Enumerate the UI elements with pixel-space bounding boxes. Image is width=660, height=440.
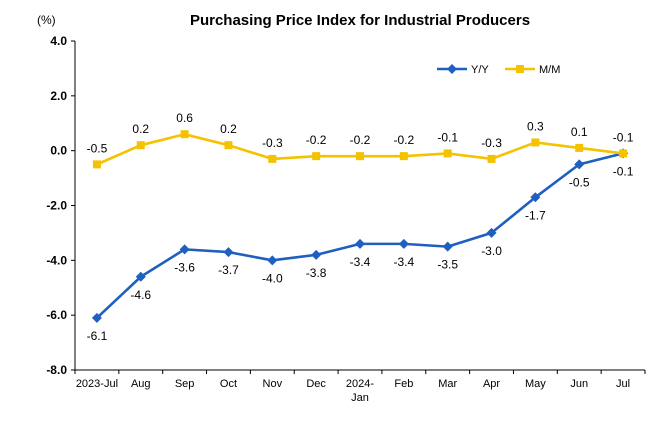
data-point bbox=[223, 247, 234, 258]
data-label: -0.3 bbox=[481, 136, 502, 150]
series-yy: -6.1 -4.6 -3.6 -3.7 -4.0 -3.8 -3.4 -3.4 -3.5 -3.0… bbox=[87, 148, 634, 343]
data-point bbox=[180, 130, 189, 139]
data-point bbox=[136, 141, 145, 150]
data-point bbox=[91, 312, 102, 323]
x-tick-label: 2024-Jan bbox=[346, 378, 374, 404]
data-point bbox=[267, 255, 278, 266]
legend-item: M/M bbox=[505, 64, 560, 76]
data-label: -3.4 bbox=[394, 255, 415, 269]
data-point bbox=[530, 192, 541, 203]
data-label: 0.1 bbox=[571, 125, 588, 139]
data-label: 0.6 bbox=[176, 111, 193, 125]
data-point bbox=[442, 241, 453, 252]
legend-label: M/M bbox=[539, 64, 560, 76]
y-tick-label: 2.0 bbox=[50, 89, 67, 103]
data-point bbox=[575, 143, 584, 152]
data-point bbox=[224, 141, 233, 150]
data-point bbox=[531, 138, 540, 147]
x-tick-label: Aug bbox=[131, 378, 151, 390]
legend-item: Y/Y bbox=[437, 64, 489, 76]
x-tick-label: Dec bbox=[306, 378, 326, 390]
legend-marker bbox=[516, 65, 524, 73]
data-point bbox=[619, 149, 628, 158]
data-label: 0.2 bbox=[220, 122, 237, 136]
series-line bbox=[96, 152, 624, 319]
data-label: -0.5 bbox=[569, 175, 590, 189]
x-tick-label: Sep bbox=[175, 378, 195, 390]
data-label: -3.5 bbox=[437, 258, 458, 272]
data-label: -3.4 bbox=[350, 255, 371, 269]
y-tick-label: 4.0 bbox=[50, 34, 67, 48]
x-tick-label: Mar bbox=[438, 378, 457, 390]
y-tick-label: -8.0 bbox=[46, 363, 67, 377]
data-label: -3.7 bbox=[218, 263, 239, 277]
data-point bbox=[486, 227, 497, 238]
data-label: -3.6 bbox=[174, 260, 195, 274]
data-label: 0.3 bbox=[527, 119, 544, 133]
data-label: 0.2 bbox=[132, 122, 149, 136]
x-tick-label: Jul bbox=[616, 378, 630, 390]
data-label: -0.3 bbox=[262, 136, 283, 150]
y-tick-label: -6.0 bbox=[46, 308, 67, 322]
data-label: -3.8 bbox=[306, 266, 327, 280]
x-tick-label: Oct bbox=[220, 378, 237, 390]
data-point bbox=[135, 271, 146, 282]
data-point bbox=[311, 249, 322, 260]
data-label: -1.7 bbox=[525, 208, 546, 222]
data-label: -0.2 bbox=[350, 133, 371, 147]
x-tick-label: 2023-Jul bbox=[76, 378, 118, 390]
y-tick-label: -4.0 bbox=[46, 253, 67, 267]
data-label: -6.1 bbox=[87, 329, 108, 343]
series-mm: -0.5 0.2 0.6 0.2 -0.3 -0.2 -0.2 -0.2 -0.1 -0.3 0.3… bbox=[87, 111, 634, 169]
y-tick-label: 0.0 bbox=[50, 144, 67, 158]
data-point bbox=[398, 238, 409, 249]
y-tick-label: -2.0 bbox=[46, 199, 67, 213]
data-point bbox=[312, 152, 321, 161]
series-layer: -6.1 -4.6 -3.6 -3.7 -4.0 -3.8 -3.4 -3.4 -3.5 -3.0… bbox=[87, 111, 634, 343]
data-label: -0.2 bbox=[306, 133, 327, 147]
data-label: -4.0 bbox=[262, 271, 283, 285]
data-point bbox=[443, 149, 452, 158]
legend-marker bbox=[447, 64, 457, 74]
data-label: -0.2 bbox=[394, 133, 415, 147]
data-label: -0.1 bbox=[613, 130, 634, 144]
data-point bbox=[355, 238, 365, 249]
y-unit-label: (%) bbox=[37, 13, 56, 27]
axes bbox=[74, 41, 645, 371]
data-point bbox=[399, 152, 408, 161]
x-tick-label: Jun bbox=[570, 378, 588, 390]
data-label: -0.1 bbox=[613, 164, 634, 178]
x-tick-label: Feb bbox=[394, 378, 413, 390]
legend: Y/Y M/M bbox=[437, 64, 560, 76]
chart-title: Purchasing Price Index for Industrial Pr… bbox=[190, 12, 530, 29]
data-label: -4.6 bbox=[130, 288, 151, 302]
x-tick-label: Apr bbox=[483, 378, 500, 390]
x-tick-label: May bbox=[525, 378, 546, 390]
data-point bbox=[487, 154, 496, 163]
x-tick-label: Nov bbox=[263, 378, 283, 390]
data-point bbox=[574, 159, 585, 170]
x-tick-labels: 2023-Jul Aug Sep Oct Nov Dec 2024-Jan Feb Mar Apr… bbox=[74, 370, 646, 404]
legend-label: Y/Y bbox=[471, 64, 489, 76]
data-point bbox=[179, 244, 190, 255]
data-point bbox=[268, 154, 277, 163]
data-label: -0.5 bbox=[87, 141, 108, 155]
data-point bbox=[92, 160, 101, 169]
data-label: -3.0 bbox=[481, 244, 502, 258]
data-label: -0.1 bbox=[437, 130, 458, 144]
y-tick-labels: 4.0 2.0 0.0 -2.0 -4.0 -6.0 -8.0 bbox=[46, 34, 75, 377]
data-point bbox=[356, 152, 364, 161]
